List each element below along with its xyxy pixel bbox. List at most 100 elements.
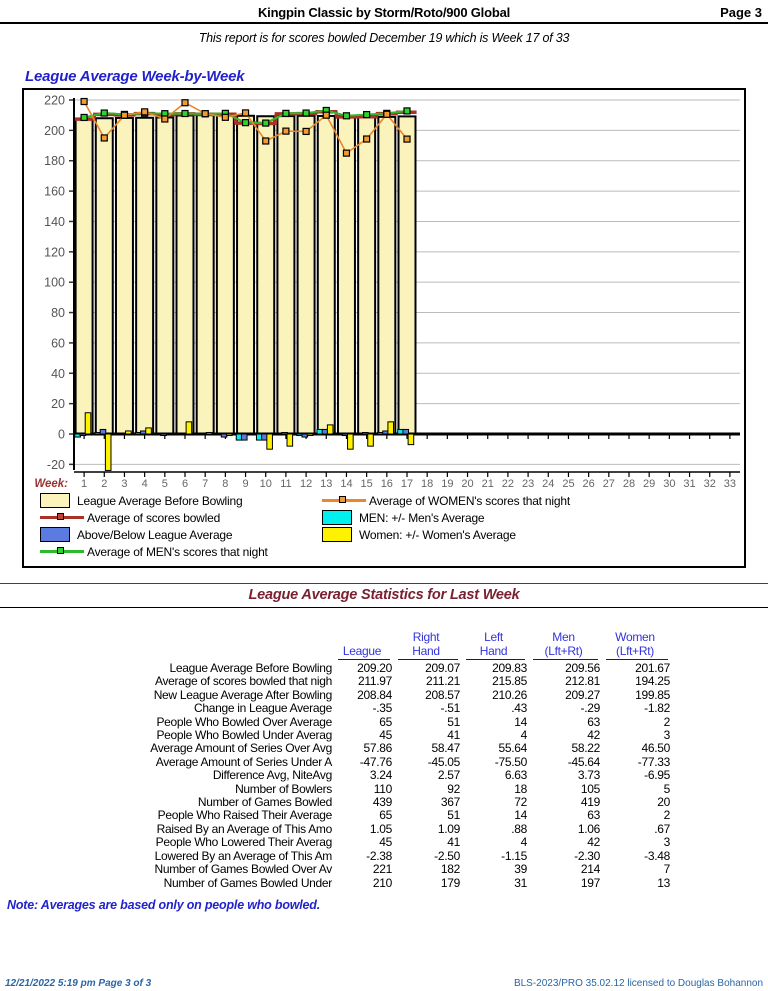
- week-tick-label: 29: [643, 478, 655, 490]
- stats-title: League Average Statistics for Last Week: [248, 587, 520, 603]
- stats-value: 51: [447, 808, 460, 823]
- legend-swatch-icon: [40, 493, 70, 508]
- small-bar: [205, 431, 213, 435]
- stats-column-header-line: (Lft+Rt): [544, 643, 583, 658]
- stats-value: 2.57: [437, 768, 460, 783]
- stats-value: 14: [514, 808, 527, 823]
- stats-value: 212.81: [565, 674, 600, 689]
- stats-header-row: League Right Hand Left Hand Men (Lft+Rt) Women(…: [0, 630, 700, 660]
- stats-value: 182: [440, 862, 460, 877]
- legend-item: Average of scores bowled: [40, 509, 268, 526]
- legend-label: Average of WOMEN's scores that night: [369, 493, 570, 508]
- small-bar: [225, 433, 233, 437]
- small-bar: [281, 431, 288, 435]
- week-tick-label: 28: [623, 478, 635, 490]
- week-tick-label: 17: [401, 478, 413, 490]
- stats-column-header-line: Women: [615, 630, 655, 644]
- stats-value: 110: [373, 781, 393, 796]
- legend-swatch-icon: [40, 527, 70, 542]
- bar-league-average-before: [215, 114, 235, 436]
- legend-label: League Average Before Bowling: [77, 493, 243, 508]
- stats-value: 439: [372, 795, 392, 810]
- chart-legend: League Average Before Bowling Average of …: [24, 490, 744, 566]
- stats-value: 209.07: [425, 661, 460, 675]
- legend-line-marker: [339, 496, 346, 503]
- small-bar: [407, 433, 415, 446]
- stats-value: 210: [372, 875, 392, 890]
- stats-value: -45.64: [567, 754, 601, 769]
- stats-value: 215.85: [492, 674, 527, 689]
- week-tick-label: 10: [260, 478, 272, 490]
- y-tick-label: 140: [44, 215, 65, 229]
- y-tick-label: 200: [44, 124, 65, 138]
- stats-row: Number of Games Bowled Under 210 179 31 197 1…: [0, 875, 700, 890]
- y-tick-label: 40: [51, 367, 65, 381]
- bar-league-average-before: [256, 115, 276, 435]
- stats-column-underline: [533, 659, 598, 660]
- stats-value: 41: [447, 835, 460, 850]
- stats-value: 199.85: [635, 687, 670, 702]
- legend-column: Average of WOMEN's scores that night MEN:…: [322, 492, 570, 543]
- stats-column-header-line: Left: [484, 630, 503, 644]
- week-tick-label: 7: [202, 478, 208, 490]
- line-women-average-marker: [282, 127, 290, 135]
- legend-swatch-icon: [322, 527, 352, 542]
- week-tick-label: 26: [583, 478, 595, 490]
- week-tick-label: 11: [280, 478, 291, 490]
- small-bar: [240, 433, 248, 441]
- bar-league-average-before: [155, 116, 175, 435]
- stats-row-label: People Who Lowered Their Averag: [155, 835, 333, 850]
- line-women-average-marker: [100, 134, 108, 142]
- stats-row: Raised By an Average of This Amo 1.05 1.09…: [0, 821, 700, 836]
- stats-column-header-line: Hand: [479, 643, 508, 658]
- week-axis-label: Week:: [34, 478, 68, 490]
- line-women-average-marker: [201, 110, 209, 118]
- week-tick-label: 23: [522, 478, 534, 490]
- stats-row: Change in League Average -.35 -.51 .43 -.29 -…: [0, 701, 700, 716]
- stats-divider-top: [0, 583, 768, 584]
- stats-value: -2.38: [366, 848, 392, 863]
- small-bar: [84, 412, 92, 435]
- week-tick-label: 13: [320, 478, 332, 490]
- small-bar: [347, 433, 354, 450]
- stats-value: .67: [654, 821, 670, 836]
- line-women-average-marker: [363, 135, 371, 143]
- week-tick-label: 30: [663, 478, 675, 490]
- stats-value: 31: [514, 875, 527, 890]
- stats-column-header: League: [332, 631, 392, 660]
- stats-value: 42: [587, 835, 600, 850]
- legend-label: Above/Below League Average: [77, 527, 233, 542]
- stats-row-label: Average of scores bowled that nigh: [154, 674, 332, 689]
- stats-value: -3.48: [644, 848, 670, 863]
- small-bar: [402, 428, 410, 435]
- legend-line-icon: [40, 544, 84, 559]
- bar-league-average-before: [236, 114, 256, 436]
- stats-row-label: People Who Raised Their Average: [157, 808, 333, 823]
- stats-value: 210.26: [492, 687, 527, 702]
- stats-value: 92: [447, 781, 460, 796]
- stats-value: 209.20: [357, 661, 392, 675]
- small-bar: [266, 433, 273, 450]
- stats-value: 55.64: [498, 741, 527, 756]
- stats-row-label: Raised By an Average of This Amo: [156, 821, 333, 836]
- legend-column: League Average Before Bowling Average of …: [40, 492, 268, 560]
- stats-value: 65: [379, 808, 392, 823]
- stats-value: 41: [447, 728, 460, 743]
- stats-row: Number of Games Bowled Over Av 221 182 39 21…: [0, 862, 700, 877]
- stats-table: League Right Hand Left Hand Men (Lft+Rt) Women(…: [0, 630, 700, 890]
- stats-row: Number of Bowlers 110 92 18 105 5: [0, 781, 700, 796]
- line-men-average-marker: [302, 109, 310, 117]
- small-bar: [79, 433, 87, 437]
- y-tick-label: 160: [44, 185, 65, 199]
- stats-value: 367: [440, 795, 460, 810]
- stats-row-label: Change in League Average: [193, 701, 332, 716]
- stats-row-label: Difference Avg, NiteAvg: [212, 768, 332, 783]
- stats-value: 2: [663, 808, 671, 823]
- y-tick-label: 180: [44, 154, 65, 168]
- stats-value: 3.24: [369, 768, 392, 783]
- chart-box: 220 200 180 160 140 120 100 80 60 40 20 0 -20 1 2 3 4 5 6 7…: [22, 88, 746, 568]
- stats-value: 221: [372, 862, 392, 877]
- stats-row-label: New League Average After Bowling: [153, 687, 333, 702]
- stats-value: 208.84: [357, 687, 392, 702]
